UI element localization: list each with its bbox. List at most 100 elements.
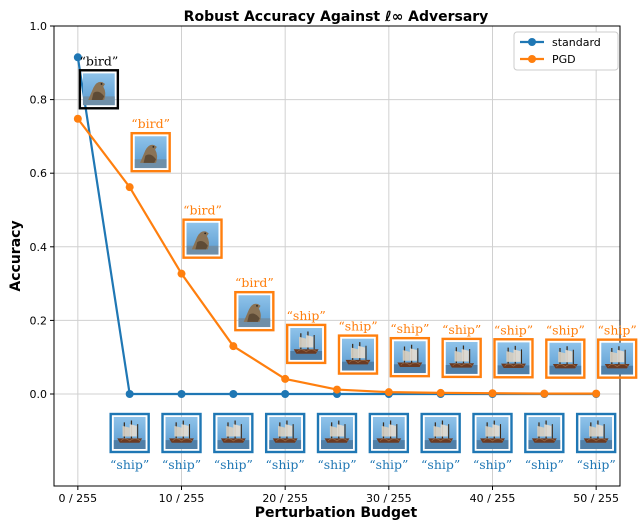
standard-image-thumbnail (580, 417, 613, 449)
data-point-pgd (384, 388, 393, 397)
pgd-image-5: “ship” (337, 319, 379, 375)
data-point-pgd (333, 385, 341, 394)
pgd-image-frame (285, 323, 327, 365)
pgd-image-thumbnail (393, 341, 426, 374)
standard-image-3: “ship” (213, 412, 254, 472)
standard-image-8: “ship” (472, 412, 513, 472)
data-point-standard (125, 390, 134, 398)
chart-title: Robust Accuracy Against ℓ∞ Adversary (184, 9, 489, 25)
pgd-image-thumbnail (601, 342, 634, 375)
pgd-image-frame (493, 338, 534, 379)
y-tick-label: 1.0 (30, 20, 48, 33)
legend-label-standard: standard (552, 36, 601, 49)
data-point-pgd (125, 183, 134, 192)
x-axis-label: Perturbation Budget (255, 505, 418, 521)
pgd-image-10: “ship” (596, 323, 638, 379)
pgd-image-6: “ship” (389, 321, 431, 378)
pgd-image-frame (234, 290, 275, 332)
standard-image-frame (161, 412, 202, 454)
standard-image-4: “ship” (264, 412, 306, 472)
standard-image-frame (264, 412, 306, 454)
standard-image-label: “ship” (110, 457, 149, 472)
legend-label-pgd: PGD (552, 53, 576, 66)
pgd-image-frame (130, 131, 171, 173)
pgd-image-frame (389, 336, 431, 378)
standard-image-label: “ship” (421, 457, 460, 472)
data-point-pgd (229, 342, 238, 351)
y-tick-label: 0.0 (30, 388, 48, 401)
pgd-image-thumbnail (497, 342, 530, 375)
pgd-image-label: “bird” (235, 275, 274, 290)
data-point-pgd (436, 388, 445, 397)
pgd-image-1: “bird” (130, 116, 171, 173)
standard-image-7: “ship” (420, 412, 461, 472)
pgd-image-2: “bird” (182, 203, 223, 259)
standard-image-5: “ship” (316, 412, 358, 472)
pgd-image-7: “ship” (441, 322, 482, 379)
data-point-pgd (488, 389, 497, 398)
x-tick-label: 0 / 255 (58, 492, 97, 505)
standard-image-6: “ship” (368, 412, 410, 472)
pgd-image-frame (545, 338, 586, 379)
y-tick-label: 0.8 (30, 94, 48, 107)
standard-image-label: “ship” (525, 457, 564, 472)
standard-image-thumbnail (217, 417, 250, 449)
pgd-image-9: “ship” (545, 323, 586, 379)
pgd-image-frame (182, 218, 223, 259)
standard-image-frame (472, 412, 513, 454)
standard-image-frame (78, 69, 120, 110)
standard-image-thumbnail (528, 417, 561, 449)
standard-image-1: “ship” (109, 412, 150, 472)
pgd-image-label: “ship” (598, 323, 637, 338)
standard-image-0: “bird” (78, 53, 120, 110)
standard-image-label: “ship” (214, 457, 253, 472)
pgd-image-4: “ship” (285, 308, 327, 365)
data-point-standard (73, 53, 82, 62)
x-tick-label: 40 / 255 (470, 492, 516, 505)
data-point-pgd (281, 374, 290, 383)
data-point-pgd (73, 114, 82, 123)
pgd-image-3: “bird” (234, 275, 275, 332)
pgd-image-thumbnail (549, 342, 582, 375)
standard-image-frame (316, 412, 358, 454)
y-axis-ticks: 0.0 0.2 0.4 0.6 0.8 1.0 (30, 20, 54, 401)
standard-image-2: “ship” (161, 412, 202, 472)
standard-image-thumbnail (269, 417, 302, 449)
legend-marker-standard (528, 38, 536, 46)
standard-image-thumbnail (372, 417, 405, 449)
x-axis-ticks: 0 / 255 10 / 255 20 / 255 30 / 255 40 / 255 5… (58, 486, 619, 505)
x-tick-label: 10 / 255 (159, 492, 205, 505)
legend-marker-pgd (528, 55, 536, 63)
standard-image-9: “ship” (524, 412, 565, 472)
pgd-image-thumbnail (134, 136, 167, 169)
data-point-pgd (177, 269, 186, 278)
standard-image-label: “ship” (162, 457, 201, 472)
standard-image-label: “ship” (577, 457, 616, 472)
data-point-standard (281, 390, 290, 398)
image-annotations: “bird” “bird” “bird” “ship” “ship” “ship” “shi… (78, 53, 638, 472)
standard-image-thumbnail (424, 417, 457, 449)
pgd-image-frame (596, 338, 638, 379)
pgd-image-thumbnail (238, 295, 271, 328)
pgd-image-frame (337, 334, 379, 375)
pgd-image-8: “ship” (493, 322, 534, 379)
y-tick-label: 0.4 (30, 241, 48, 254)
legend: standard PGD (513, 31, 619, 71)
pgd-image-label: “ship” (442, 322, 481, 337)
standard-image-frame (524, 412, 565, 454)
standard-image-frame (109, 412, 150, 454)
standard-image-10: “ship” (575, 412, 617, 472)
standard-image-frame (213, 412, 254, 454)
standard-image-thumbnail (113, 417, 146, 449)
standard-image-label: “ship” (473, 457, 512, 472)
pgd-image-label: “ship” (390, 321, 429, 336)
pgd-image-label: “ship” (546, 323, 585, 338)
standard-image-label: “bird” (79, 53, 118, 68)
standard-image-thumbnail (165, 417, 198, 449)
standard-image-frame (420, 412, 461, 454)
standard-image-label: “ship” (317, 457, 356, 472)
standard-image-label: “ship” (266, 457, 305, 472)
pgd-image-thumbnail (445, 341, 478, 374)
standard-image-frame (575, 412, 617, 454)
